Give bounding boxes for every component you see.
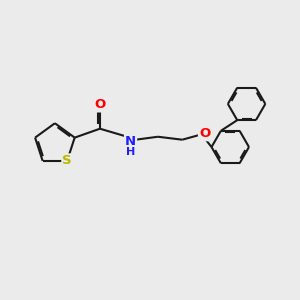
Text: H: H — [126, 147, 135, 157]
Text: O: O — [199, 127, 210, 140]
Text: N: N — [125, 135, 136, 148]
Text: S: S — [62, 154, 72, 167]
Text: O: O — [94, 98, 106, 111]
